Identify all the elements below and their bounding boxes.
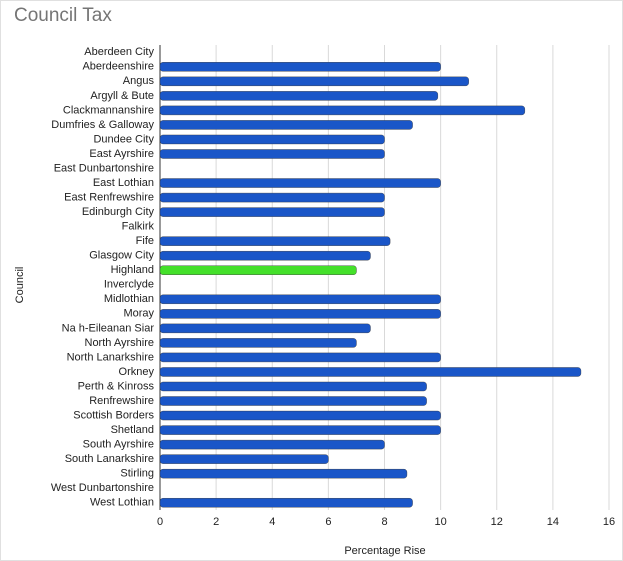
y-tick-label: Falkirk bbox=[122, 221, 155, 233]
y-tick-label: Aberdeen City bbox=[84, 46, 154, 58]
y-tick-label: South Lanarkshire bbox=[65, 453, 154, 465]
bar bbox=[159, 323, 371, 334]
y-tick-label: Argyll & Bute bbox=[90, 90, 154, 102]
y-tick-label: Fife bbox=[136, 235, 154, 247]
chart-title: Council Tax bbox=[14, 5, 112, 26]
bar bbox=[159, 149, 385, 159]
y-tick-label: Perth & Kinross bbox=[78, 380, 155, 392]
y-axis-label: Council bbox=[14, 267, 26, 304]
y-tick-label: Midlothian bbox=[104, 293, 154, 305]
bar bbox=[159, 134, 385, 145]
y-tick-label: East Ayrshire bbox=[89, 148, 154, 160]
bar bbox=[159, 425, 441, 435]
y-tick-label: Scottish Borders bbox=[73, 409, 154, 421]
x-tick-label: 12 bbox=[491, 516, 503, 528]
x-tick-label: 6 bbox=[325, 516, 331, 528]
x-tick-label: 0 bbox=[157, 516, 163, 528]
y-tick-label: Renfrewshire bbox=[89, 395, 154, 407]
x-tick-label: 2 bbox=[213, 516, 219, 528]
bar bbox=[159, 338, 357, 348]
y-tick-label: Dundee City bbox=[93, 133, 154, 145]
bar bbox=[159, 367, 582, 377]
bar bbox=[159, 309, 441, 319]
bar bbox=[159, 381, 427, 392]
bar bbox=[159, 207, 385, 217]
y-tick-label: Glasgow City bbox=[89, 250, 154, 262]
y-tick-label: South Ayrshire bbox=[83, 439, 154, 451]
y-tick-label: Na h-Eileanan Siar bbox=[62, 322, 155, 334]
bar bbox=[159, 352, 441, 363]
bar bbox=[159, 192, 385, 203]
y-tick-label: Orkney bbox=[119, 366, 155, 378]
y-tick-label: Highland bbox=[111, 264, 154, 276]
x-tick-label: 16 bbox=[603, 516, 615, 528]
bar bbox=[159, 454, 329, 464]
y-tick-label: Moray bbox=[123, 308, 154, 320]
bar bbox=[159, 76, 469, 87]
y-tick-label: Inverclyde bbox=[104, 279, 154, 291]
y-tick-label: East Lothian bbox=[93, 177, 154, 189]
y-tick-label: West Dunbartonshire bbox=[51, 482, 154, 494]
y-tick-label: Angus bbox=[123, 75, 155, 87]
bar bbox=[159, 120, 413, 130]
bar bbox=[159, 62, 441, 72]
bar bbox=[159, 105, 526, 116]
x-tick-label: 14 bbox=[547, 516, 559, 528]
x-tick-label: 10 bbox=[435, 516, 447, 528]
y-tick-label: Clackmannanshire bbox=[63, 104, 154, 116]
bar bbox=[159, 396, 427, 406]
x-tick-label: 4 bbox=[269, 516, 275, 528]
y-tick-label: Edinburgh City bbox=[82, 206, 155, 218]
y-tick-label: Shetland bbox=[111, 424, 154, 436]
bar bbox=[159, 410, 441, 421]
bar bbox=[159, 236, 391, 246]
bar bbox=[159, 251, 371, 261]
bar bbox=[159, 468, 408, 479]
bar bbox=[159, 294, 441, 304]
y-tick-label: West Lothian bbox=[90, 497, 154, 509]
y-tick-label: Aberdeenshire bbox=[82, 61, 154, 73]
x-axis-label: Percentage Rise bbox=[344, 545, 425, 557]
y-tick-label: East Dunbartonshire bbox=[54, 162, 154, 174]
y-tick-label: North Ayrshire bbox=[85, 337, 155, 349]
bar bbox=[159, 91, 439, 101]
y-tick-label: North Lanarkshire bbox=[67, 351, 154, 363]
bar bbox=[159, 439, 385, 450]
bar bbox=[159, 498, 413, 508]
bar bbox=[159, 265, 357, 275]
x-tick-label: 8 bbox=[381, 516, 387, 528]
y-tick-label: East Renfrewshire bbox=[64, 191, 154, 203]
bar bbox=[159, 178, 441, 188]
y-tick-label: Dumfries & Galloway bbox=[51, 119, 154, 131]
y-tick-label: Stirling bbox=[120, 468, 154, 480]
